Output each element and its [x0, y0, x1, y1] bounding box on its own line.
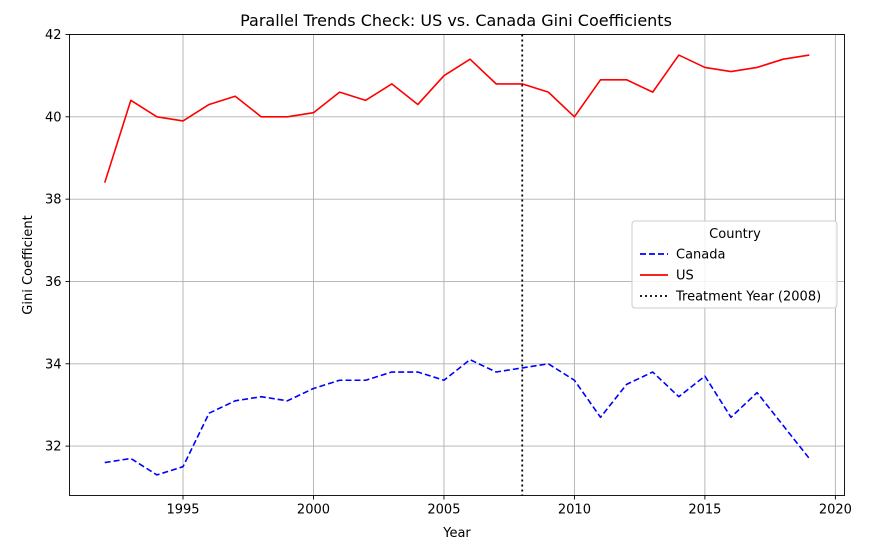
- series-lines: [103, 54, 810, 476]
- x-tick-label: 2020: [819, 503, 852, 518]
- y-tick-label: 32: [45, 440, 62, 455]
- plot-frame: [69, 34, 845, 496]
- y-axis-label: Gini Coefficient: [21, 215, 36, 314]
- legend-box: [631, 220, 838, 309]
- chart-title: Parallel Trends Check: US vs. Canada Gin…: [240, 11, 672, 30]
- y-tick-label: 38: [45, 193, 62, 208]
- x-axis-ticks: 1995 2000 2005 2010 2015 2020: [166, 495, 852, 518]
- x-tick-label: 1995: [166, 503, 199, 518]
- series-line-canada: [104, 358, 810, 476]
- legend: Country Canada US Treatment Year (2008): [631, 220, 838, 309]
- y-tick-label: 40: [45, 110, 62, 125]
- y-tick-label: 34: [45, 357, 62, 372]
- legend-label-1: US: [676, 269, 694, 284]
- y-axis-ticks: 32 34 36 38 40 42: [45, 28, 70, 455]
- x-tick-label: 2000: [297, 503, 330, 518]
- legend-label-2: Treatment Year (2008): [675, 290, 821, 305]
- legend-title: Country: [709, 227, 761, 242]
- series-line-us: [103, 54, 810, 183]
- x-tick-label: 2010: [558, 503, 591, 518]
- x-tick-label: 2005: [427, 503, 460, 518]
- y-tick-label: 36: [45, 275, 62, 290]
- y-tick-label: 42: [45, 28, 62, 43]
- legend-label-0: Canada: [676, 248, 725, 263]
- legend-entries: Canada US Treatment Year (2008): [640, 248, 821, 305]
- x-tick-label: 2015: [688, 503, 721, 518]
- x-axis-label: Year: [442, 526, 471, 541]
- grid: [69, 34, 845, 496]
